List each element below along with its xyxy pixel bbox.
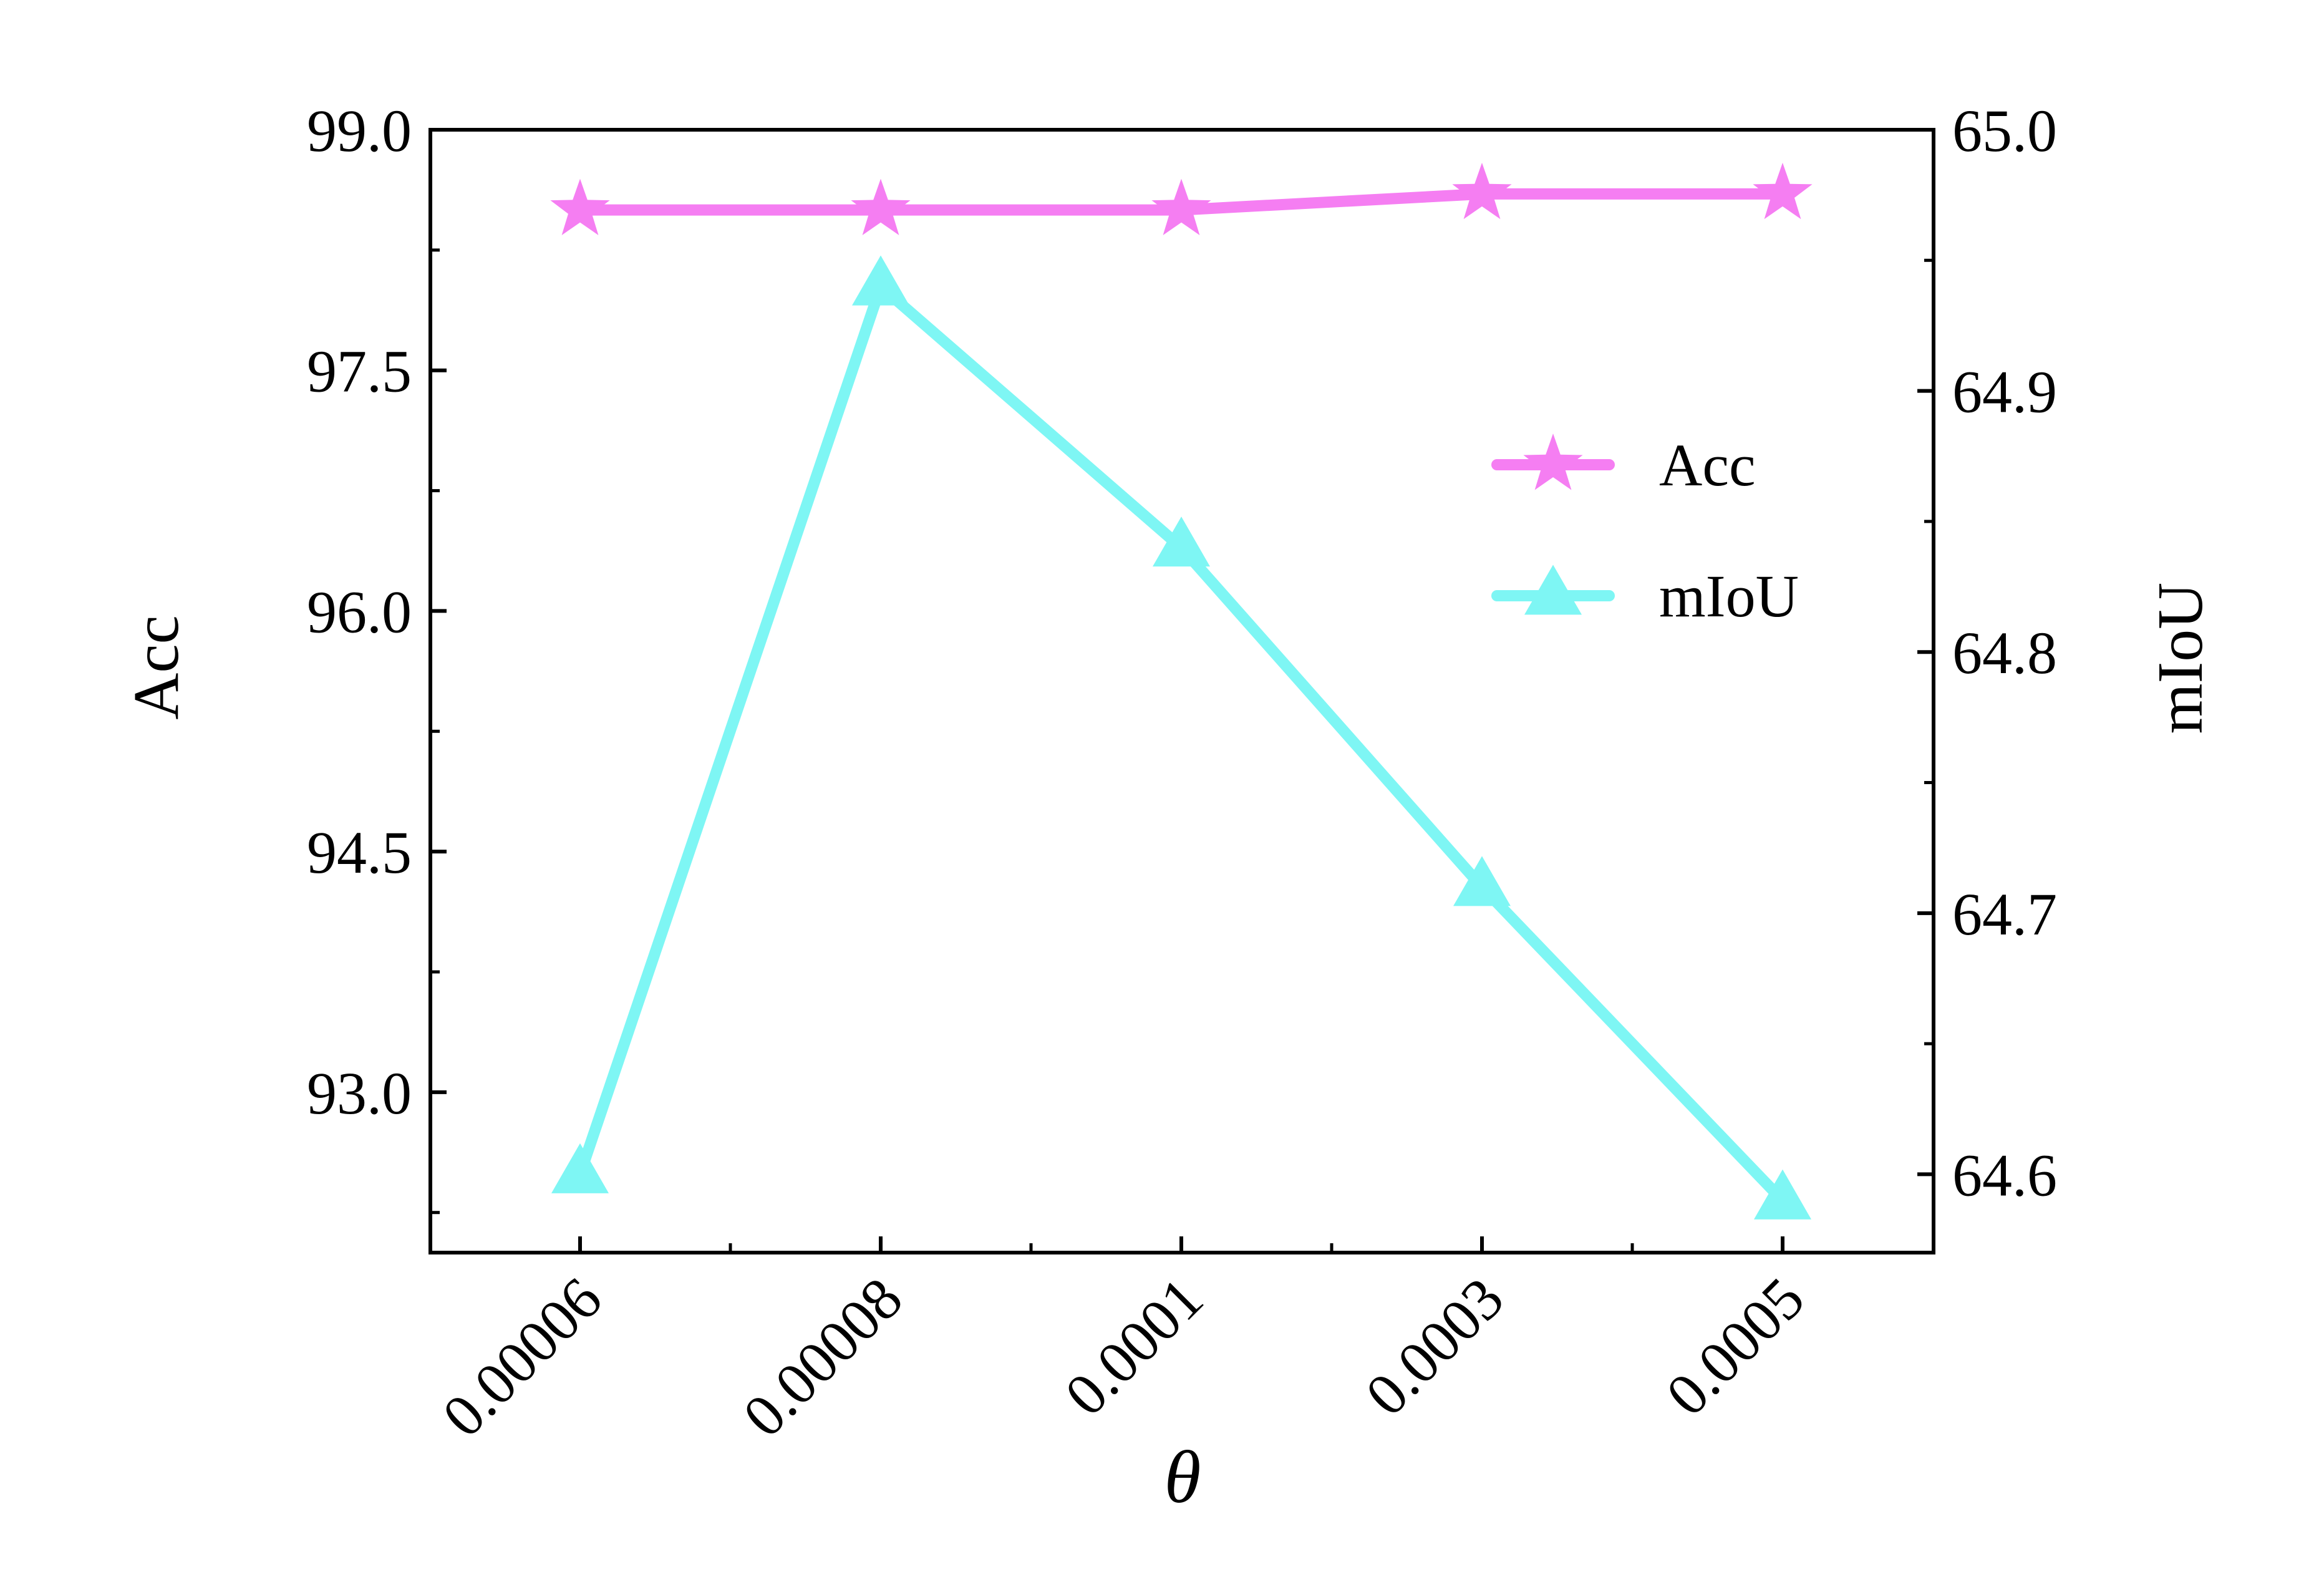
data-point-miou: [1153, 517, 1210, 567]
y-right-tick-label: 64.7: [1952, 881, 2057, 948]
data-point-acc: [1753, 162, 1813, 220]
y-right-tick-label: 64.9: [1952, 359, 2057, 425]
y-left-tick-label: 96.0: [307, 578, 412, 645]
y-right-tick-label: 64.8: [1952, 619, 2057, 686]
y-left-tick-label: 99.0: [307, 97, 412, 164]
data-point-miou: [1754, 1169, 1811, 1220]
data-point-acc: [1151, 178, 1211, 235]
legend-item-miou: mIoU: [1491, 563, 1799, 629]
data-point-miou: [852, 255, 909, 306]
x-tick-label: 0.00006: [430, 1264, 614, 1449]
series-line-miou: [574, 281, 1787, 1205]
y-right-tick-label: 65.0: [1952, 97, 2057, 164]
x-tick-label: 0.0001: [1052, 1264, 1216, 1428]
legend-acc-star-icon: [1523, 434, 1583, 490]
legend: Acc mIoU: [1491, 432, 1799, 629]
y-right-tick-label: 64.6: [1952, 1142, 2057, 1208]
y-axis-right-title: mIoU: [2144, 583, 2216, 734]
legend-item-acc: Acc: [1491, 432, 1756, 498]
ticks: 99.0 97.5 96.0 94.5 93.0 65.0 64.9 64.8 64.7 64.6…: [307, 97, 2057, 1449]
x-tick-label: 0.0003: [1353, 1264, 1516, 1428]
plot-area: [428, 128, 1935, 1254]
y-left-tick-label: 94.5: [307, 819, 412, 886]
y-axis-left-title: Acc: [120, 615, 192, 719]
y-left-tick-label: 93.0: [307, 1060, 412, 1127]
data-point-miou: [1453, 856, 1511, 906]
data-point-acc: [550, 178, 610, 235]
x-tick-label: 0.00008: [730, 1264, 915, 1449]
x-tick-label: 0.0005: [1653, 1264, 1817, 1428]
x-axis-title: θ: [1164, 1435, 1201, 1518]
data-point-miou: [551, 1143, 609, 1193]
data-point-acc: [851, 178, 911, 235]
legend-miou-triangle-icon: [1524, 565, 1582, 615]
legend-miou-label: mIoU: [1659, 563, 1799, 629]
y-left-tick-label: 97.5: [307, 338, 412, 405]
series-layer: [550, 162, 1813, 1220]
legend-acc-label: Acc: [1659, 432, 1756, 498]
data-point-acc: [1452, 162, 1512, 220]
